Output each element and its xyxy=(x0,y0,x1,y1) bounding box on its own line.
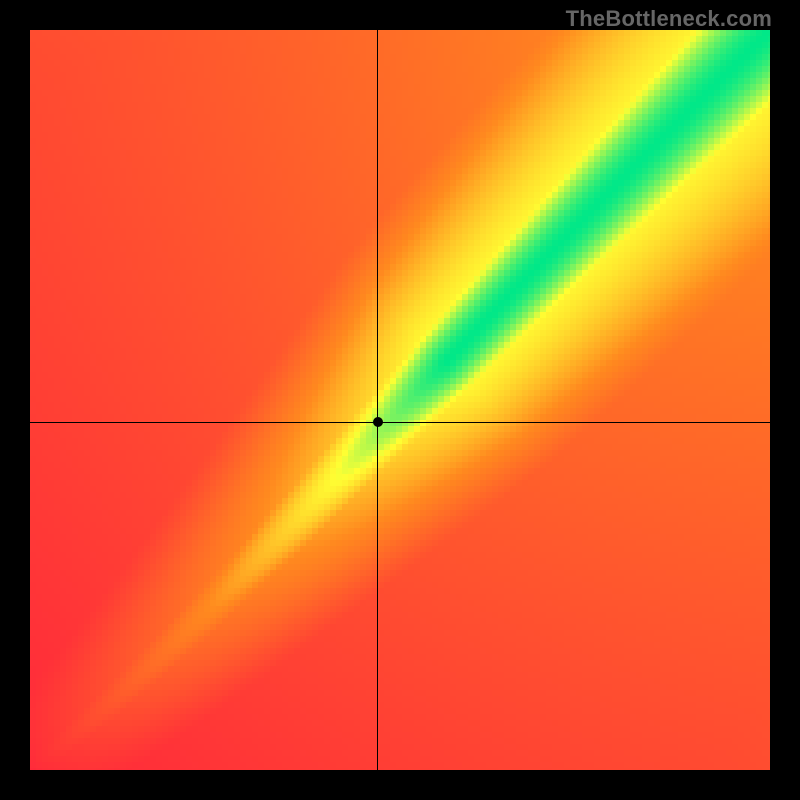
data-point-marker xyxy=(373,417,383,427)
heatmap-canvas xyxy=(30,30,770,770)
crosshair-horizontal xyxy=(30,422,770,423)
chart-container: { "watermark": "TheBottleneck.com", "cha… xyxy=(0,0,800,800)
plot-area xyxy=(30,30,770,770)
crosshair-vertical xyxy=(377,30,378,770)
watermark-text: TheBottleneck.com xyxy=(566,6,772,32)
